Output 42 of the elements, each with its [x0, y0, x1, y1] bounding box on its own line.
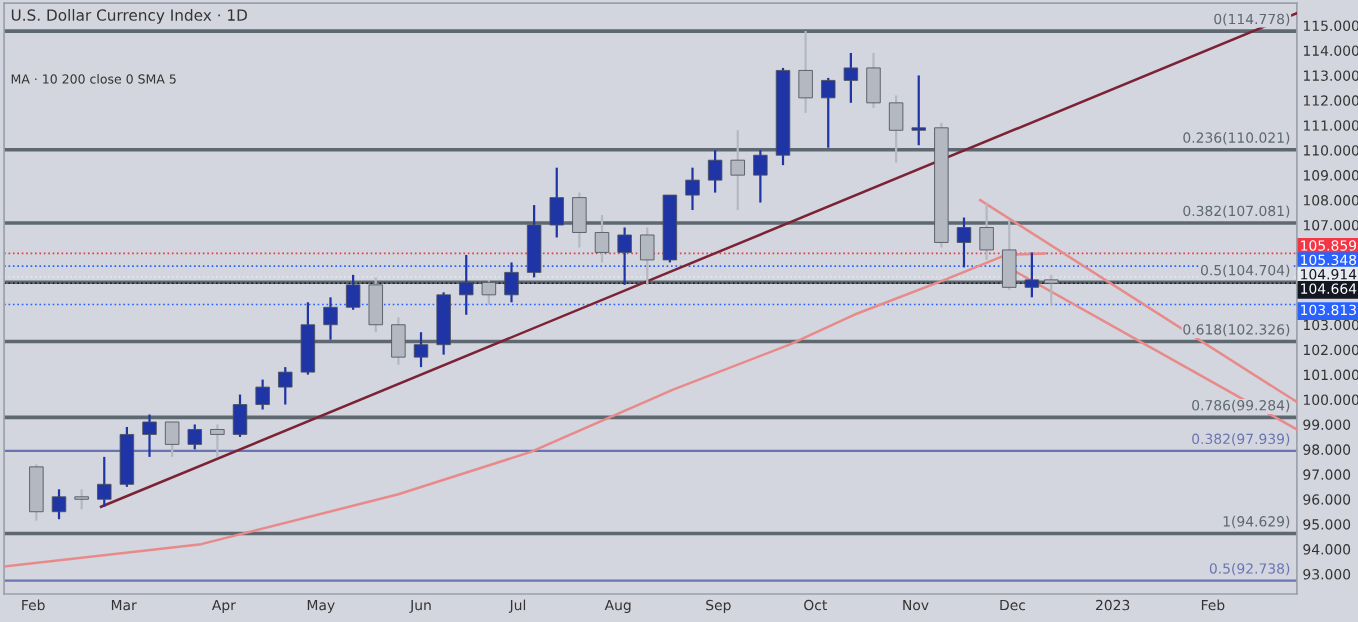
- candlestick: [685, 166, 700, 212]
- candlestick: [29, 463, 44, 522]
- candlestick: [97, 455, 112, 508]
- candlestick: [572, 191, 587, 249]
- candlestick: [232, 393, 248, 439]
- candlestick: [187, 423, 202, 451]
- candlestick: [640, 226, 655, 286]
- candlestick: [1002, 218, 1017, 291]
- candlestick: [278, 366, 293, 406]
- candlestick: [1044, 273, 1059, 306]
- candlestick: [368, 276, 383, 334]
- candlestick: [164, 420, 180, 458]
- candlestick: [821, 76, 836, 149]
- candlestick: [323, 296, 338, 341]
- candlestick: [730, 129, 745, 212]
- candlestick: [888, 94, 904, 164]
- candlestick: [866, 51, 881, 109]
- candlestick: [594, 213, 610, 264]
- candlestick: [51, 488, 67, 521]
- candlestick: [459, 253, 474, 316]
- candlestick: [1024, 251, 1040, 299]
- candlestick: [255, 378, 270, 411]
- candlestick: [549, 166, 564, 239]
- candlestick: [391, 316, 406, 366]
- candlestick: [617, 226, 632, 286]
- candlestick: [481, 278, 497, 306]
- candlestick: [526, 203, 542, 279]
- candlestick: [707, 149, 723, 194]
- candlestick: [504, 261, 519, 304]
- candlestick: [413, 331, 429, 369]
- candlestick: [911, 74, 926, 147]
- candlestick: [843, 51, 859, 104]
- candlestick: [345, 273, 361, 311]
- candlestick: [300, 301, 316, 376]
- candlestick: [753, 149, 768, 204]
- candlestick: [74, 488, 89, 511]
- candlestick: [798, 29, 813, 114]
- candlestick: [210, 423, 225, 458]
- line-series: [4, 252, 1047, 568]
- candlestick: [956, 216, 972, 269]
- candlestick: [979, 201, 994, 262]
- candlestick: [142, 413, 157, 458]
